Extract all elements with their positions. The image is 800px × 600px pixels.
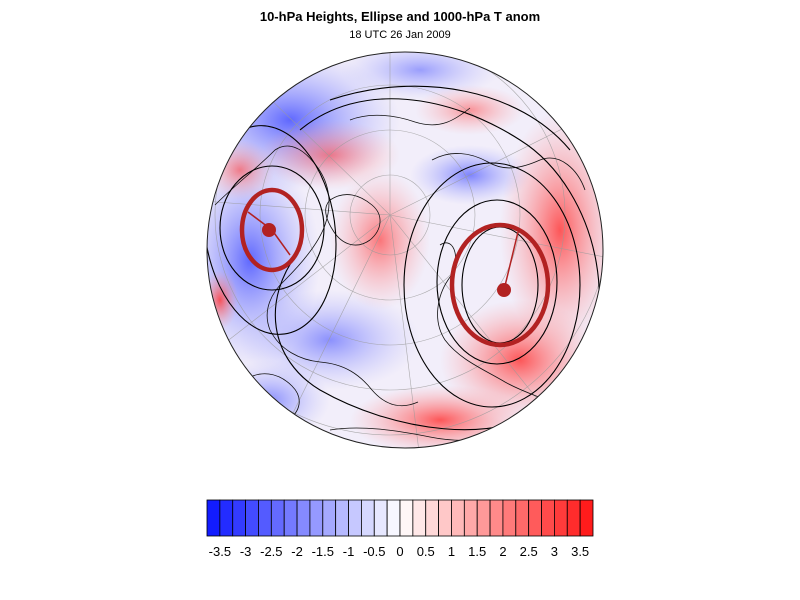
colorbar-cell: [296, 499, 311, 537]
colorbar-cell: [360, 499, 375, 537]
colorbar-cell: [476, 499, 491, 537]
colorbar-cell: [348, 499, 362, 537]
colorbar-cell: [528, 499, 542, 537]
coastlines: [214, 107, 589, 441]
colorbar-tick-label: 3: [551, 544, 558, 559]
colorbar-tick-label: -2.5: [260, 544, 282, 559]
colorbar-tick-label: -1.5: [312, 544, 334, 559]
colorbar-cell: [373, 499, 388, 537]
vortex-ellipse-west: [239, 187, 305, 273]
colorbar-tick-label: -3: [240, 544, 252, 559]
chart-title: 10-hPa Heights, Ellipse and 1000-hPa T a…: [259, 9, 541, 24]
colorbar-cell: [412, 499, 427, 537]
colorbar-tick-label: -0.5: [363, 544, 385, 559]
colorbar-cell: [541, 499, 555, 537]
colorbar-tick-label: 1: [448, 544, 455, 559]
colorbar-cell: [451, 499, 465, 537]
colorbar-cell: [270, 499, 285, 537]
colorbar-tick-label: 1.5: [468, 544, 486, 559]
colorbar-cell: [579, 499, 594, 537]
colorbar-cell: [438, 499, 452, 537]
colorbar-cell: [258, 499, 272, 537]
colorbar-cell: [425, 499, 440, 537]
colorbar-cell: [232, 499, 247, 537]
colorbar-cell: [515, 499, 530, 537]
colorbar-cell: [245, 499, 259, 537]
globe-outline: [206, 51, 604, 449]
colorbar-tick-label: 2: [499, 544, 506, 559]
colorbar-cell: [554, 499, 568, 537]
colorbar-cell: [386, 499, 401, 537]
colorbar-tick-label: -2: [291, 544, 303, 559]
colorbar-cell: [283, 499, 298, 537]
colorbar-cell: [399, 499, 414, 537]
colorbar-cell: [566, 499, 581, 537]
vortex-center-east: [497, 283, 511, 297]
colorbar-tick-label: 0: [396, 544, 403, 559]
colorbar-tick-label: 3.5: [571, 544, 589, 559]
vortex-ellipse-east: [449, 222, 551, 348]
colorbar-tick-label: -3.5: [209, 544, 231, 559]
colorbar-cell: [322, 499, 337, 537]
colorbar-cell: [309, 499, 324, 537]
colorbar-cell: [219, 499, 234, 537]
colorbar-cell: [206, 499, 221, 537]
colorbar-cell: [335, 499, 349, 537]
vortex-center-west: [262, 223, 276, 237]
colorbar-tick-label: 0.5: [417, 544, 435, 559]
colorbar-tick-label: 2.5: [520, 544, 538, 559]
chart-subtitle: 18 UTC 26 Jan 2009: [349, 29, 451, 41]
colorbar-cell: [502, 499, 517, 537]
colorbar-cell: [489, 499, 504, 537]
colorbar-tick-label: -1: [343, 544, 355, 559]
colorbar-cell: [463, 499, 478, 537]
